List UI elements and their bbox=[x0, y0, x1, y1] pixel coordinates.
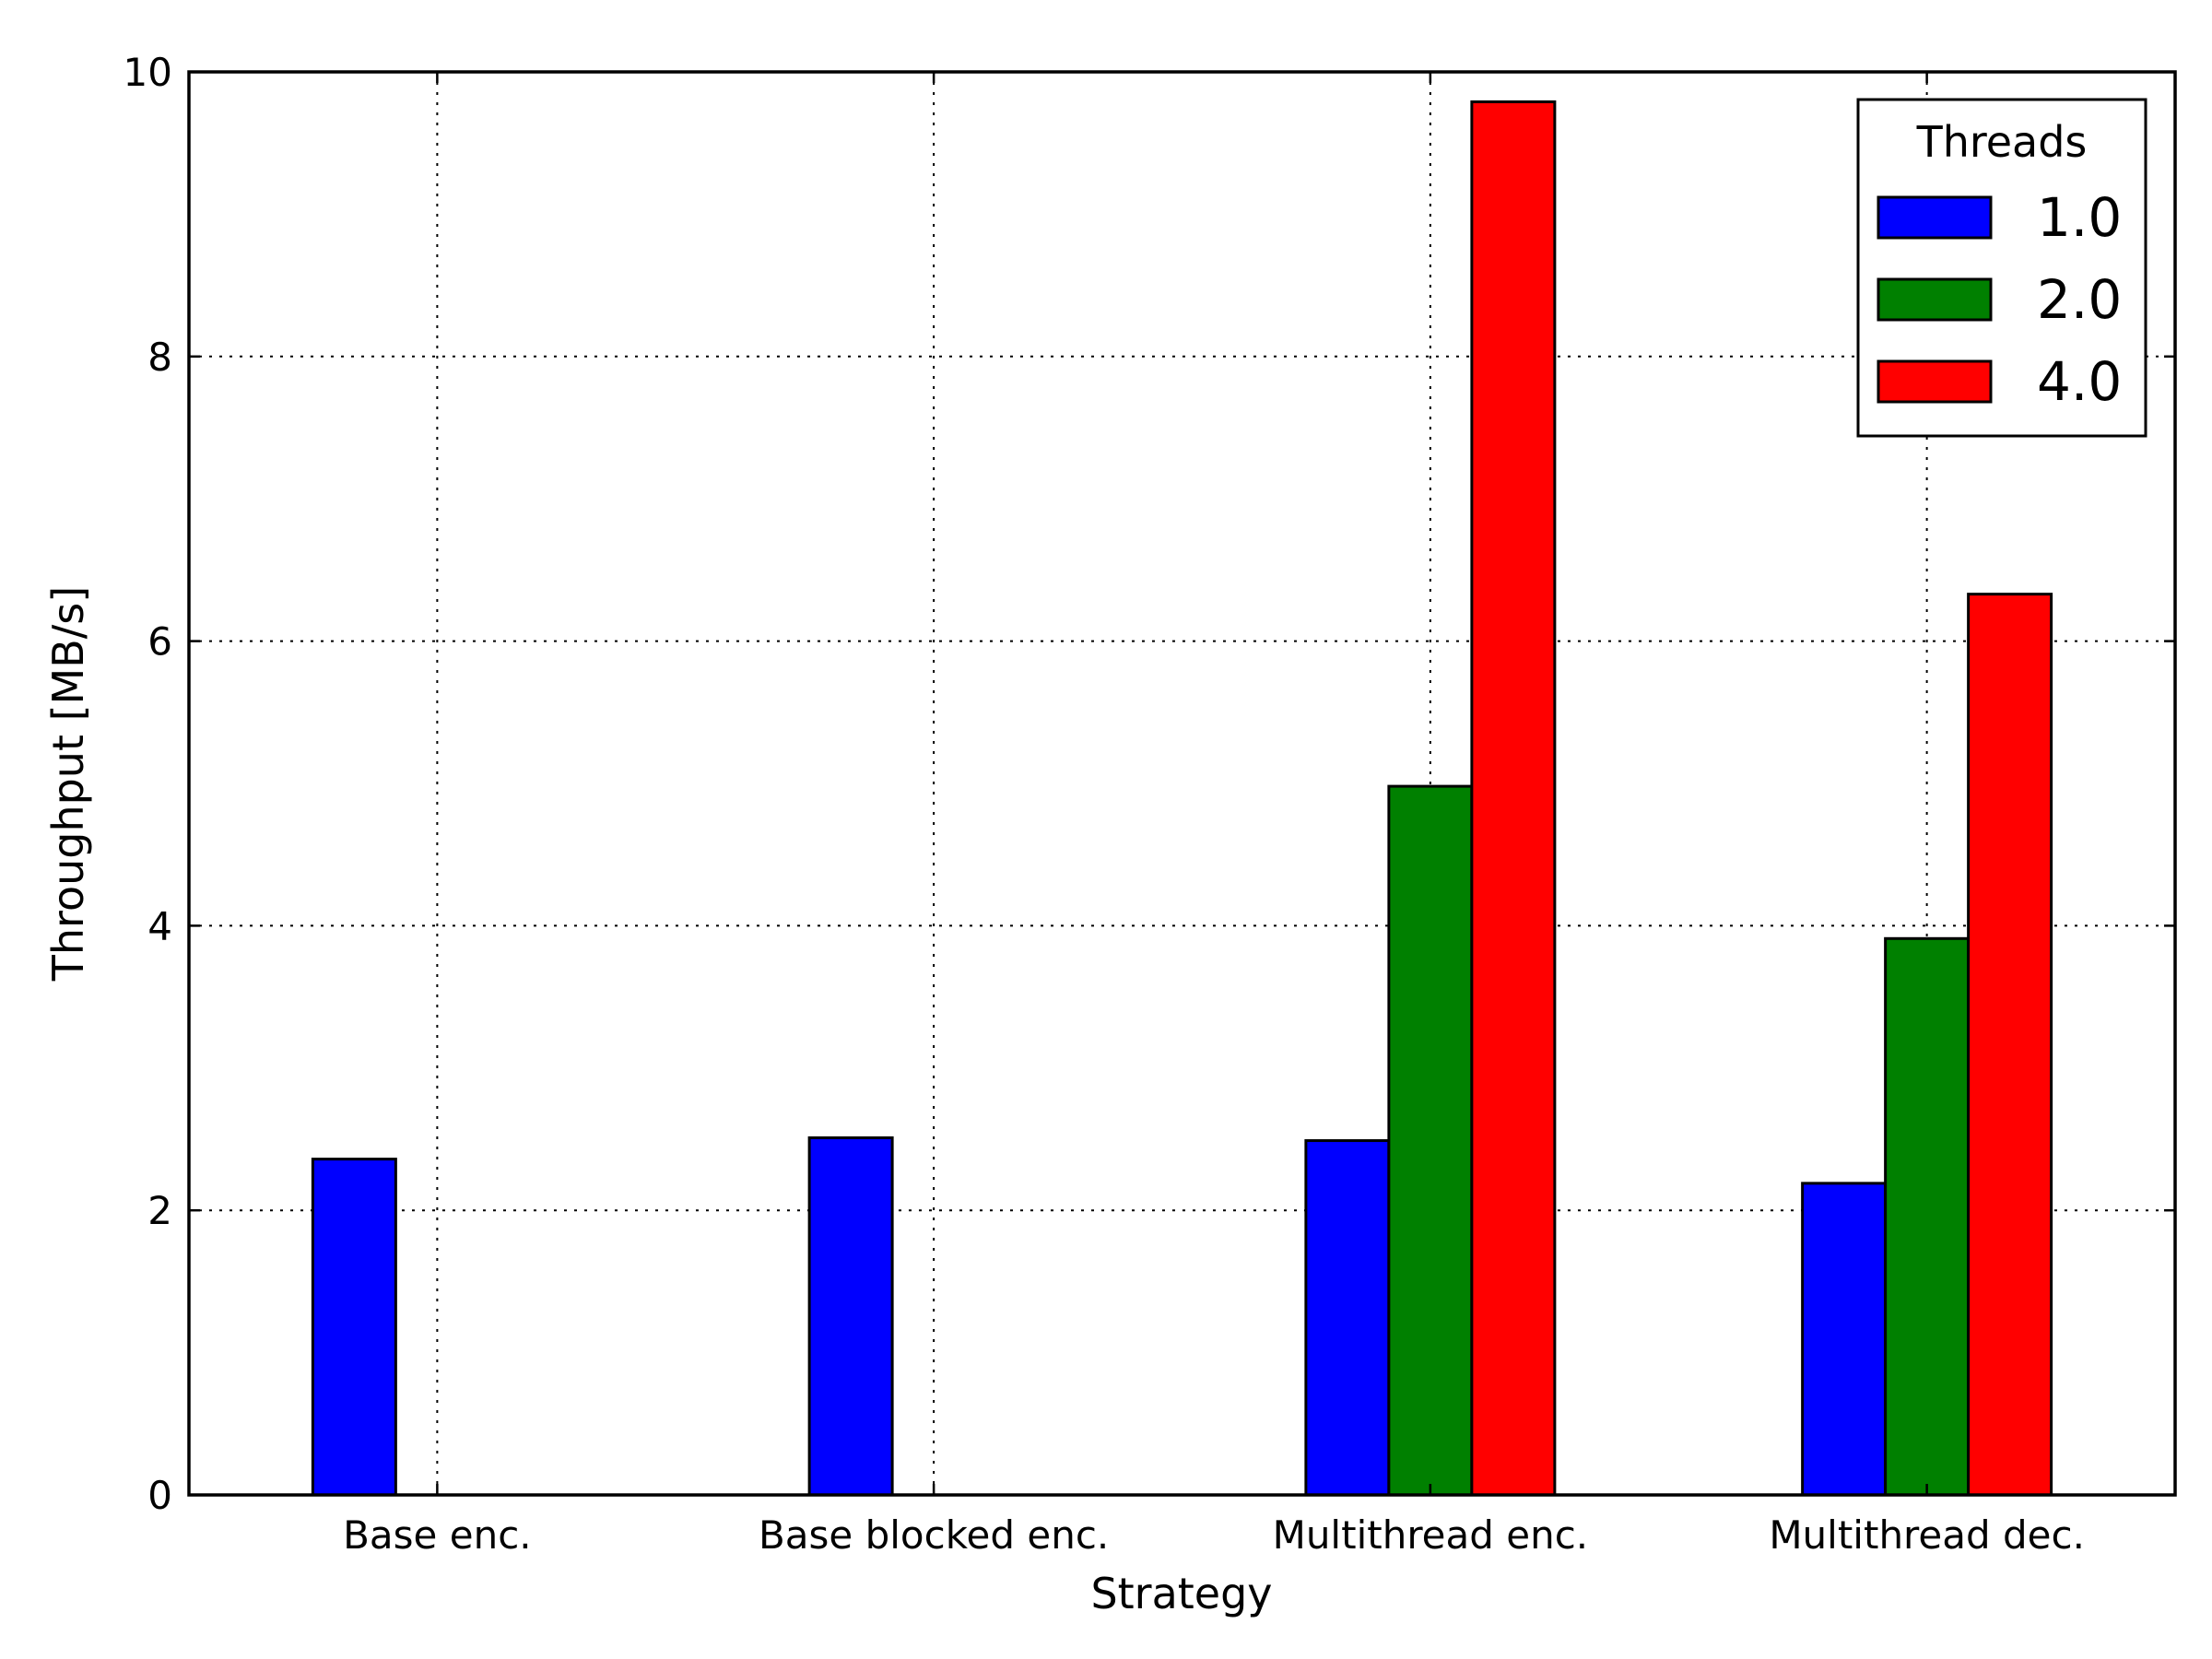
plot-frame bbox=[187, 70, 2177, 1497]
y-tick-label: 6 bbox=[147, 619, 172, 665]
bar-1-0-threads-4 bbox=[1801, 1182, 1888, 1497]
legend-swatch bbox=[1877, 277, 1993, 322]
y-axis-label: Throughput [MB/s] bbox=[43, 586, 93, 982]
legend-title: Threads bbox=[1916, 117, 2088, 167]
bar-4-0-threads-3 bbox=[1470, 100, 1557, 1497]
axis-ticks bbox=[189, 70, 2175, 1497]
bar-1-0-threads-1 bbox=[311, 1158, 397, 1497]
bar-1-0-threads-3 bbox=[1304, 1139, 1391, 1497]
y-tick-label: 8 bbox=[147, 335, 172, 380]
legend-swatch bbox=[1877, 195, 1993, 240]
y-tick-label: 4 bbox=[147, 903, 172, 948]
bar-2-0-threads-4 bbox=[1884, 936, 1971, 1497]
legend-label: 1.0 bbox=[2037, 186, 2122, 249]
x-tick-label: Multithread dec. bbox=[1769, 1512, 2085, 1558]
y-tick-label: 0 bbox=[147, 1473, 172, 1518]
bar-2-0-threads-3 bbox=[1387, 784, 1474, 1497]
y-tick-label: 10 bbox=[124, 50, 172, 95]
x-tick-label: Multithread enc. bbox=[1273, 1512, 1589, 1558]
x-tick-label: Base blocked enc. bbox=[759, 1512, 1109, 1558]
legend: Threads 1.0 2.0 4.0 bbox=[1856, 98, 2147, 438]
tick-labels: 0 2 4 6 8 10 Base enc. Base blocked enc. Multith… bbox=[124, 50, 2085, 1558]
legend-swatch bbox=[1877, 359, 1993, 404]
legend-label: 2.0 bbox=[2037, 268, 2122, 331]
bar-4-0-threads-4 bbox=[1967, 593, 2053, 1497]
bar-1-0-threads-2 bbox=[807, 1135, 894, 1497]
legend-items: 1.0 2.0 4.0 bbox=[1877, 186, 2122, 413]
legend-label: 4.0 bbox=[2037, 350, 2122, 413]
y-tick-label: 2 bbox=[147, 1188, 172, 1233]
x-tick-label: Base enc. bbox=[343, 1512, 532, 1558]
x-axis-label: Strategy bbox=[1090, 1569, 1272, 1618]
bars bbox=[311, 100, 2053, 1497]
